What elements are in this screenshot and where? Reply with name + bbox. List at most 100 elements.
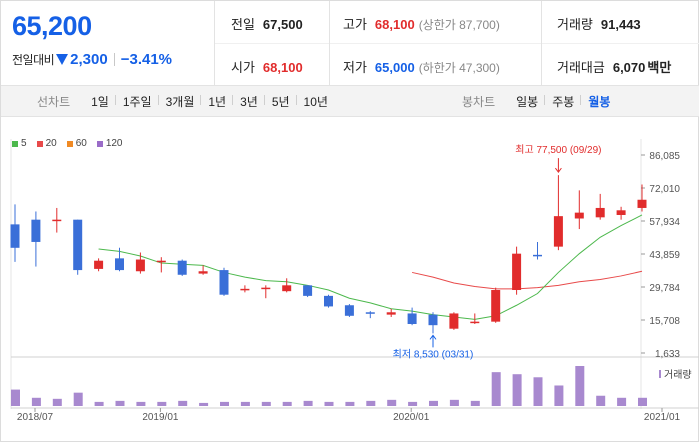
volume-bar — [136, 401, 146, 406]
candle-body — [491, 290, 501, 322]
volume-bar — [429, 400, 438, 406]
upper-limit: (상한가 87,700) — [418, 18, 500, 32]
volume-bar — [324, 401, 334, 406]
current-price-box: 65,200 전일대비 2,300 −3.41% — [1, 1, 215, 86]
candle-body — [407, 313, 417, 325]
max-price-annotation: 최고 77,500 (09/29) — [515, 144, 601, 156]
line-period-button-0[interactable]: 1일 — [91, 95, 109, 109]
x-tick-label: 2020/01 — [393, 412, 430, 423]
y-tick-label: 43,859 — [649, 250, 680, 261]
price-stats: 전일 67,500 시가 68,100 고가 68,100 (상한가 87,70… — [215, 1, 699, 86]
candle-body — [533, 254, 542, 257]
chart-period-toolbar: 선차트 1일 1주일 3개월 1년 3년 5년 10년 봉차트 일봉 주봉 월봉 — [1, 86, 699, 117]
candle-body — [470, 321, 480, 324]
ma5-line — [98, 214, 643, 320]
y-tick-label: 86,085 — [649, 151, 680, 162]
volume-bar — [345, 401, 355, 406]
low-stat: 저가 65,000 (하한가 47,300) — [343, 60, 500, 75]
legend-item-5: 5 — [12, 138, 27, 149]
volume-bar — [94, 401, 104, 406]
candle-body — [344, 305, 354, 316]
candle-body — [449, 313, 459, 329]
change-row: 전일대비 2,300 −3.41% — [12, 51, 172, 68]
candle-body — [637, 199, 647, 208]
candle-body — [616, 210, 626, 215]
candle-body — [94, 260, 104, 269]
candle-period-button-1[interactable]: 주봉 — [544, 93, 581, 110]
amount-stat: 거래대금 6,070 백만 — [557, 60, 672, 75]
y-tick-label: 1,633 — [655, 349, 680, 360]
change-label: 전일대비 — [12, 53, 55, 67]
prev-close-value: 67,500 — [262, 17, 303, 32]
line-period-button-4[interactable]: 3년 — [232, 93, 265, 110]
volume-bar — [617, 397, 627, 406]
volume-bar — [261, 401, 271, 406]
line-period-button-3[interactable]: 1년 — [200, 93, 233, 110]
volume-label: 거래량 — [664, 369, 692, 381]
candle-chart-title: 봉차트 — [462, 95, 496, 109]
line-chart-title: 선차트 — [37, 95, 71, 109]
candle-body — [219, 270, 229, 295]
legend-item-60: 60 — [66, 138, 87, 149]
volume-stat: 거래량 91,443 — [557, 17, 641, 32]
low-value: 65,000 — [374, 60, 415, 75]
candle-body — [303, 285, 313, 296]
current-price: 65,200 — [12, 11, 92, 41]
candle-period-button-0[interactable]: 일봉 — [516, 95, 539, 109]
candle-body — [135, 259, 145, 272]
open-value: 68,100 — [262, 60, 303, 75]
line-period-button-6[interactable]: 10년 — [295, 93, 335, 110]
price-chart[interactable]: 86,085 72,010 57,934 43,859 29,784 15,708 1,63… — [1, 119, 699, 443]
volume-bar — [449, 399, 459, 406]
volume-bar — [638, 397, 647, 406]
volume-value: 91,443 — [600, 17, 641, 32]
candle-body — [324, 295, 333, 307]
candle-body — [261, 287, 271, 290]
volume-bar — [178, 400, 188, 406]
candle-body — [31, 219, 41, 242]
min-price-annotation: 최저 8,530 (03/31) — [393, 348, 474, 360]
price-summary: 65,200 전일대비 2,300 −3.41% 전일 67,500 시가 68… — [1, 1, 699, 86]
y-tick-label: 72,010 — [649, 184, 680, 195]
y-tick-label: 15,708 — [649, 316, 680, 327]
candle-body — [10, 224, 20, 248]
volume-bar — [533, 377, 543, 406]
volume-legend-swatch — [659, 370, 661, 378]
line-period-button-5[interactable]: 5년 — [263, 93, 297, 110]
max-price-arrow — [555, 158, 562, 173]
legend-item-20: 20 — [36, 138, 57, 149]
volume-bar — [199, 402, 209, 406]
legend-item-120: 120 — [96, 138, 123, 149]
ma20-line — [411, 270, 643, 290]
candle-body — [428, 314, 438, 326]
candle-period-button-2[interactable]: 월봉 — [580, 93, 617, 110]
line-chart-group: 선차트 1일 1주일 3개월 1년 3년 5년 10년 — [37, 86, 335, 117]
down-arrow-icon — [56, 54, 69, 65]
volume-bar — [11, 389, 20, 406]
change-percent: −3.41% — [120, 51, 173, 68]
candle-body — [365, 312, 375, 314]
candle-body — [115, 258, 124, 271]
candle-body — [198, 271, 208, 274]
change-value: 2,300 — [70, 51, 108, 68]
volume-bar — [512, 374, 522, 406]
candle-body — [386, 312, 396, 315]
candle-body — [177, 260, 187, 275]
candle-body — [52, 219, 62, 222]
amount-value: 6,070 — [612, 60, 646, 75]
volume-bar — [554, 385, 564, 406]
candle-body — [553, 216, 563, 247]
volume-bar — [408, 401, 418, 406]
volume-bar — [303, 400, 313, 406]
candle-body — [240, 288, 250, 291]
volume-bar — [220, 401, 229, 406]
min-price-arrow — [429, 334, 437, 348]
prev-close-stat: 전일 67,500 — [231, 17, 303, 32]
x-tick-label: 2019/01 — [142, 412, 179, 423]
volume-bar — [115, 400, 125, 406]
line-period-button-2[interactable]: 3개월 — [157, 93, 202, 110]
high-stat: 고가 68,100 (상한가 87,700) — [343, 17, 500, 32]
high-value: 68,100 — [374, 17, 415, 32]
line-period-button-1[interactable]: 1주일 — [114, 93, 159, 110]
